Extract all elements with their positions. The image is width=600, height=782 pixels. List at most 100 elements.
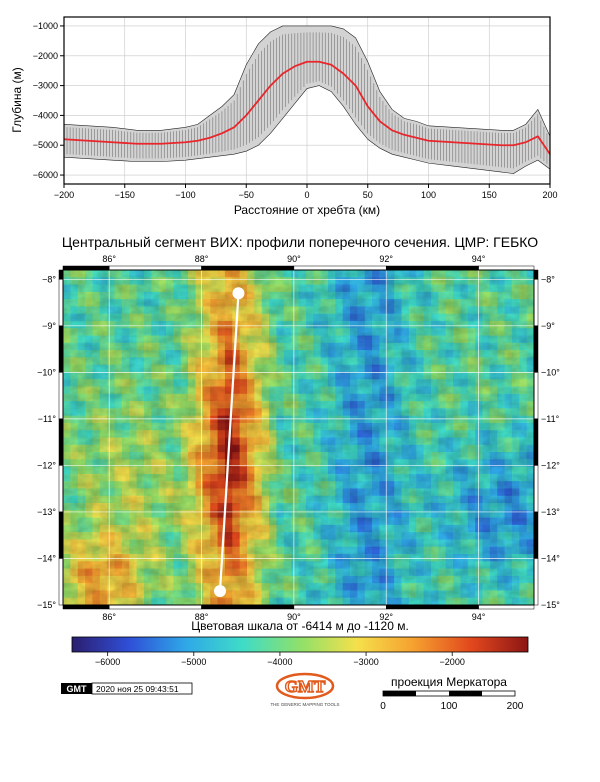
map-bottom-tick-label: 88° — [195, 612, 209, 622]
scale-bar-segment-1 — [383, 691, 416, 696]
gmt-timestamp: GMT 2020 ноя 25 09:43:51 — [61, 682, 193, 695]
map-title: Центральный сегмент ВИХ: профили попереч… — [62, 234, 538, 250]
scale-bar-segment-3 — [449, 691, 482, 696]
map-frame-segment — [533, 279, 539, 327]
colorbar-tick-label: −6000 — [95, 657, 120, 667]
profile-x-tick-label: −100 — [175, 190, 195, 200]
map-frame-segment — [58, 558, 64, 606]
scale-bar-group: проекция Меркатора 0 100 200 — [380, 675, 524, 712]
gmt-badge: GMT — [67, 684, 87, 694]
profile-start-point — [232, 287, 245, 300]
map-frame-segment — [58, 465, 64, 513]
map-frame-segment — [533, 511, 539, 559]
colorbar-ticks: −6000 −5000 −4000 −3000 −2000 — [95, 652, 465, 667]
profile-x-tick-label: −50 — [239, 190, 254, 200]
map-frame-segment — [533, 465, 539, 513]
profile-y-tick-label: −1000 — [33, 21, 58, 31]
map-left-tick-label: −15° — [37, 600, 56, 610]
map-left-tick-label: −10° — [37, 367, 56, 377]
gmt-logo-mark: GMT — [285, 677, 326, 696]
profile-end-point — [214, 585, 226, 598]
colorbar-ramp — [71, 636, 529, 653]
map-frame-segment — [533, 558, 539, 606]
map-left-tick-label: −11° — [38, 414, 57, 424]
map-grid — [63, 270, 534, 605]
scale-bar-label-0: 0 — [380, 701, 386, 712]
colorbar-tick-label: −3000 — [353, 657, 378, 667]
map-right-tick-label: −8° — [541, 274, 555, 284]
profile-x-axis-title: Расстояние от хребта (км) — [234, 203, 380, 217]
profile-x-tick-label: 200 — [542, 190, 557, 200]
profile-y-tick-label: −5000 — [33, 140, 58, 150]
map-frame-segment — [201, 265, 295, 271]
map-border — [62, 269, 535, 606]
profile-y-tick-label: −6000 — [33, 170, 58, 180]
map-frame-segment — [58, 418, 64, 466]
map-left-tick-label: −13° — [37, 507, 56, 517]
colorbar-label: Цветовая шкала от -6414 м до -1120 м. — [191, 619, 409, 633]
profile-line — [218, 293, 240, 592]
timestamp-box — [91, 682, 193, 695]
map-bottom-tick-label: 86° — [102, 612, 116, 622]
profile-x-tick-label: −150 — [115, 190, 135, 200]
gmt-badge-box — [61, 683, 92, 694]
map-frame-segment — [385, 265, 479, 271]
map-frame-segment — [108, 604, 202, 610]
map-top-tick-label: 88° — [195, 254, 209, 264]
map-frame-segment — [58, 269, 64, 280]
map-frame-segment — [62, 265, 110, 271]
map-left-tick-label: −14° — [37, 553, 56, 563]
timestamp: 2020 ноя 25 09:43:51 — [96, 684, 179, 694]
map-frame-segment — [58, 325, 64, 373]
map-frame-segment — [478, 265, 535, 271]
map-frame-segment — [385, 604, 479, 610]
gmt-logo-ring — [275, 672, 335, 700]
map-bottom-tick-label: 90° — [287, 612, 301, 622]
colorbar-tick-label: −4000 — [267, 657, 292, 667]
map-frame-segment — [108, 265, 202, 271]
map-frame-segment — [62, 604, 110, 610]
colorbar-tick-label: −2000 — [440, 657, 465, 667]
map-frame-segment — [58, 372, 64, 420]
footer: GMT 2020 ноя 25 09:43:51 GMT THE GENERIC… — [61, 672, 524, 712]
profile-chart: −200 −150 −100 −50 0 50 100 150 200 −6000 −5000 −40… — [10, 16, 558, 217]
map-right-tick-label: −9° — [541, 321, 555, 331]
profile-x-tick-label: 150 — [482, 190, 497, 200]
gmt-logo: GMT THE GENERIC MAPPING TOOLS — [270, 672, 340, 707]
map-frame — [58, 265, 539, 610]
scale-bar-label-200: 200 — [507, 701, 524, 712]
profile-y-axis-title: Глубина (м) — [10, 67, 24, 132]
map-frame-segment — [293, 265, 387, 271]
profile-x-tick-label: 50 — [363, 190, 373, 200]
map-frame-segment — [533, 418, 539, 466]
map-frame-segment — [533, 325, 539, 373]
map-left-tick-label: −12° — [37, 460, 56, 470]
map-top-tick-label: 90° — [287, 254, 301, 264]
map-profile-line — [214, 287, 245, 598]
map-right-tick-label: −10° — [541, 367, 560, 377]
profile-x-tick-label: 0 — [304, 190, 309, 200]
map-frame-segment — [58, 279, 64, 327]
map-frame-segment — [533, 372, 539, 420]
bathymetry-map: 86° 86° 88° 88° 90° 90° 92° 92° 94° 94° −8° −8° −9° −… — [37, 254, 560, 622]
projection-label: проекция Меркатора — [391, 675, 507, 689]
profile-y-tick-label: −2000 — [33, 51, 58, 61]
map-right-tick-label: −13° — [541, 507, 560, 517]
map-frame-segment — [478, 604, 535, 610]
map-frame-segment — [58, 511, 64, 559]
profile-y-tick-label: −4000 — [33, 110, 58, 120]
profile-data — [64, 25, 550, 174]
map-right-tick-label: −11° — [541, 414, 560, 424]
map-right-tick-label: −15° — [541, 600, 560, 610]
map-top-tick-label: 86° — [102, 254, 116, 264]
map-bottom-tick-label: 92° — [379, 612, 393, 622]
map-left-tick-label: −8° — [42, 274, 56, 284]
profile-x-tick-label: −200 — [54, 190, 74, 200]
map-frame-segment — [533, 269, 539, 280]
profile-median-line — [64, 60, 550, 155]
colorbar: Цветовая шкала от -6414 м до -1120 м. −6… — [71, 619, 529, 667]
gmt-logo-caption: THE GENERIC MAPPING TOOLS — [270, 702, 339, 707]
map-top-tick-label: 92° — [379, 254, 393, 264]
map-right-tick-label: −12° — [541, 460, 560, 470]
